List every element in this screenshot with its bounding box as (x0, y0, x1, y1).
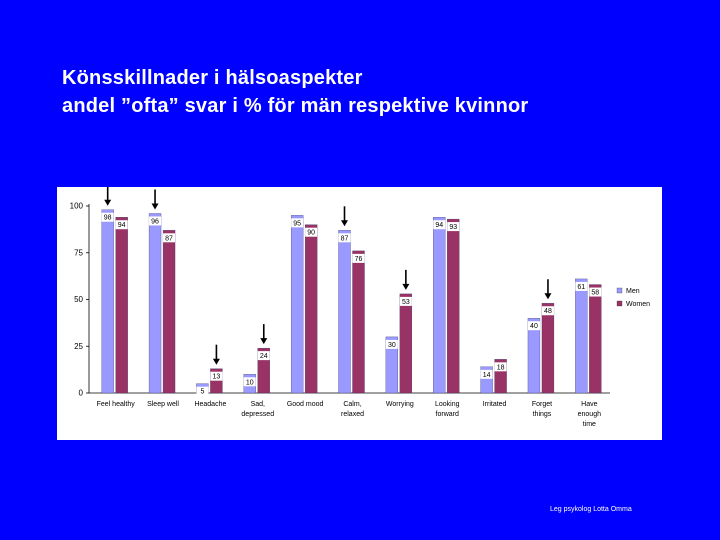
legend-label-men: Men (626, 288, 640, 295)
data-label: 5 (200, 389, 204, 396)
data-label: 95 (293, 220, 301, 227)
y-tick-label: 75 (74, 248, 83, 257)
data-label: 10 (246, 379, 254, 386)
data-label: 94 (435, 222, 443, 229)
legend-label-women: Women (626, 301, 650, 308)
bar-men (433, 217, 446, 394)
footer-credit: Leg psykolog Lotta Omma (550, 506, 632, 513)
data-label-box (291, 218, 304, 228)
y-tick-label: 25 (74, 342, 83, 351)
category-label: Irritated (483, 401, 507, 408)
category-label: relaxed (341, 411, 364, 418)
data-label-box (196, 386, 209, 396)
y-tick-label: 0 (79, 389, 84, 398)
data-label-box (494, 362, 507, 372)
bar-men (338, 230, 351, 394)
category-label: things (533, 411, 552, 418)
data-label-box (385, 339, 398, 349)
data-label-box (243, 377, 256, 387)
data-label: 48 (544, 308, 552, 315)
bar-chart: 0 25 50 75 100 98 94 Feel healthy 96 87 Sleep well… (70, 187, 650, 428)
data-label-box (447, 222, 460, 232)
category-label: Feel healthy (97, 401, 136, 408)
data-label: 24 (260, 353, 268, 360)
data-label-box (149, 216, 162, 226)
legend-swatch-men (616, 287, 623, 294)
arrow-head (212, 358, 220, 365)
arrow-head (544, 293, 552, 300)
category-label: Have (581, 401, 597, 408)
y-tick-label: 50 (74, 295, 83, 304)
bar-men (527, 318, 541, 394)
data-label-box (210, 371, 223, 381)
bar-women (399, 293, 413, 394)
data-label: 18 (497, 364, 505, 371)
data-label-box (163, 233, 176, 243)
arrow-head (341, 220, 348, 227)
data-label: 13 (213, 374, 221, 381)
data-label: 93 (449, 224, 457, 231)
data-label: 53 (402, 299, 410, 306)
category-label: depressed (241, 411, 274, 418)
bar-men (101, 209, 114, 394)
data-label: 98 (104, 215, 112, 222)
data-label-box (541, 306, 554, 316)
arrow-head (151, 203, 159, 210)
data-label: 30 (388, 342, 396, 349)
bar-men (575, 278, 588, 394)
data-label: 58 (591, 290, 599, 297)
data-label: 87 (165, 235, 173, 242)
arrow-head (402, 283, 410, 290)
category-label: time (583, 421, 596, 428)
bar-women (447, 218, 460, 394)
category-label: Looking (435, 401, 460, 408)
category-label: Headache (194, 401, 226, 408)
title-line-2: andel ”ofta” svar i % för män respektive… (62, 95, 529, 117)
category-label: Worrying (386, 401, 414, 408)
chart-panel: 0 25 50 75 100 98 94 Feel healthy 96 87 Sleep well… (57, 187, 662, 440)
bar-women (162, 230, 176, 394)
data-label-box (338, 233, 351, 243)
bar-women (589, 284, 602, 394)
data-label-box (115, 220, 128, 230)
data-label-box (352, 253, 365, 263)
category-label: Good mood (287, 401, 324, 408)
title-line-1: Könsskillnader i hälsoaspekter (62, 67, 363, 89)
category-label: enough (578, 411, 601, 418)
data-label: 14 (483, 372, 491, 379)
bar-men (385, 336, 399, 394)
legend-swatch-women (616, 300, 623, 307)
category-label: Sleep well (147, 401, 179, 408)
data-label: 40 (530, 323, 538, 330)
bar-women (541, 303, 555, 394)
bar-women (352, 250, 365, 394)
data-label-box (527, 321, 540, 331)
bar-women (115, 217, 128, 394)
arrow-head (260, 338, 268, 345)
y-tick-label: 100 (70, 202, 84, 211)
data-label: 94 (118, 222, 126, 229)
category-label: Calm, (343, 401, 361, 408)
data-label: 87 (341, 235, 349, 242)
category-label: Forget (532, 401, 552, 408)
data-label: 90 (307, 230, 315, 237)
data-label: 96 (151, 218, 159, 225)
data-label-box (433, 220, 446, 230)
data-label-box (480, 369, 493, 379)
arrow-head (104, 199, 112, 206)
bar-men (290, 215, 304, 394)
bar-men (148, 213, 162, 394)
category-label: Sad, (251, 401, 265, 408)
data-label-box (399, 296, 412, 306)
data-label-box (575, 281, 588, 291)
bar-women (304, 224, 318, 394)
data-label-box (589, 287, 602, 297)
data-label: 76 (355, 256, 363, 263)
data-label-box (101, 212, 114, 222)
data-label-box (257, 351, 270, 361)
data-label: 61 (577, 284, 585, 291)
slide-title: Könsskillnader i hälsoaspekter andel ”of… (62, 64, 528, 120)
category-label: forward (436, 411, 459, 418)
data-label-box (305, 227, 318, 237)
